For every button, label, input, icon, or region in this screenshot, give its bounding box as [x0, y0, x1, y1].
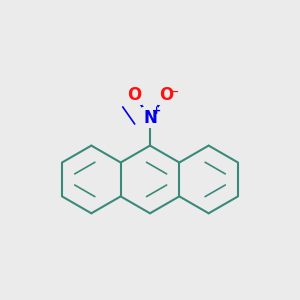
Text: O: O — [127, 86, 141, 104]
Text: −: − — [169, 87, 179, 97]
Text: N: N — [143, 109, 157, 127]
Text: +: + — [152, 106, 161, 116]
Text: O: O — [159, 86, 173, 104]
